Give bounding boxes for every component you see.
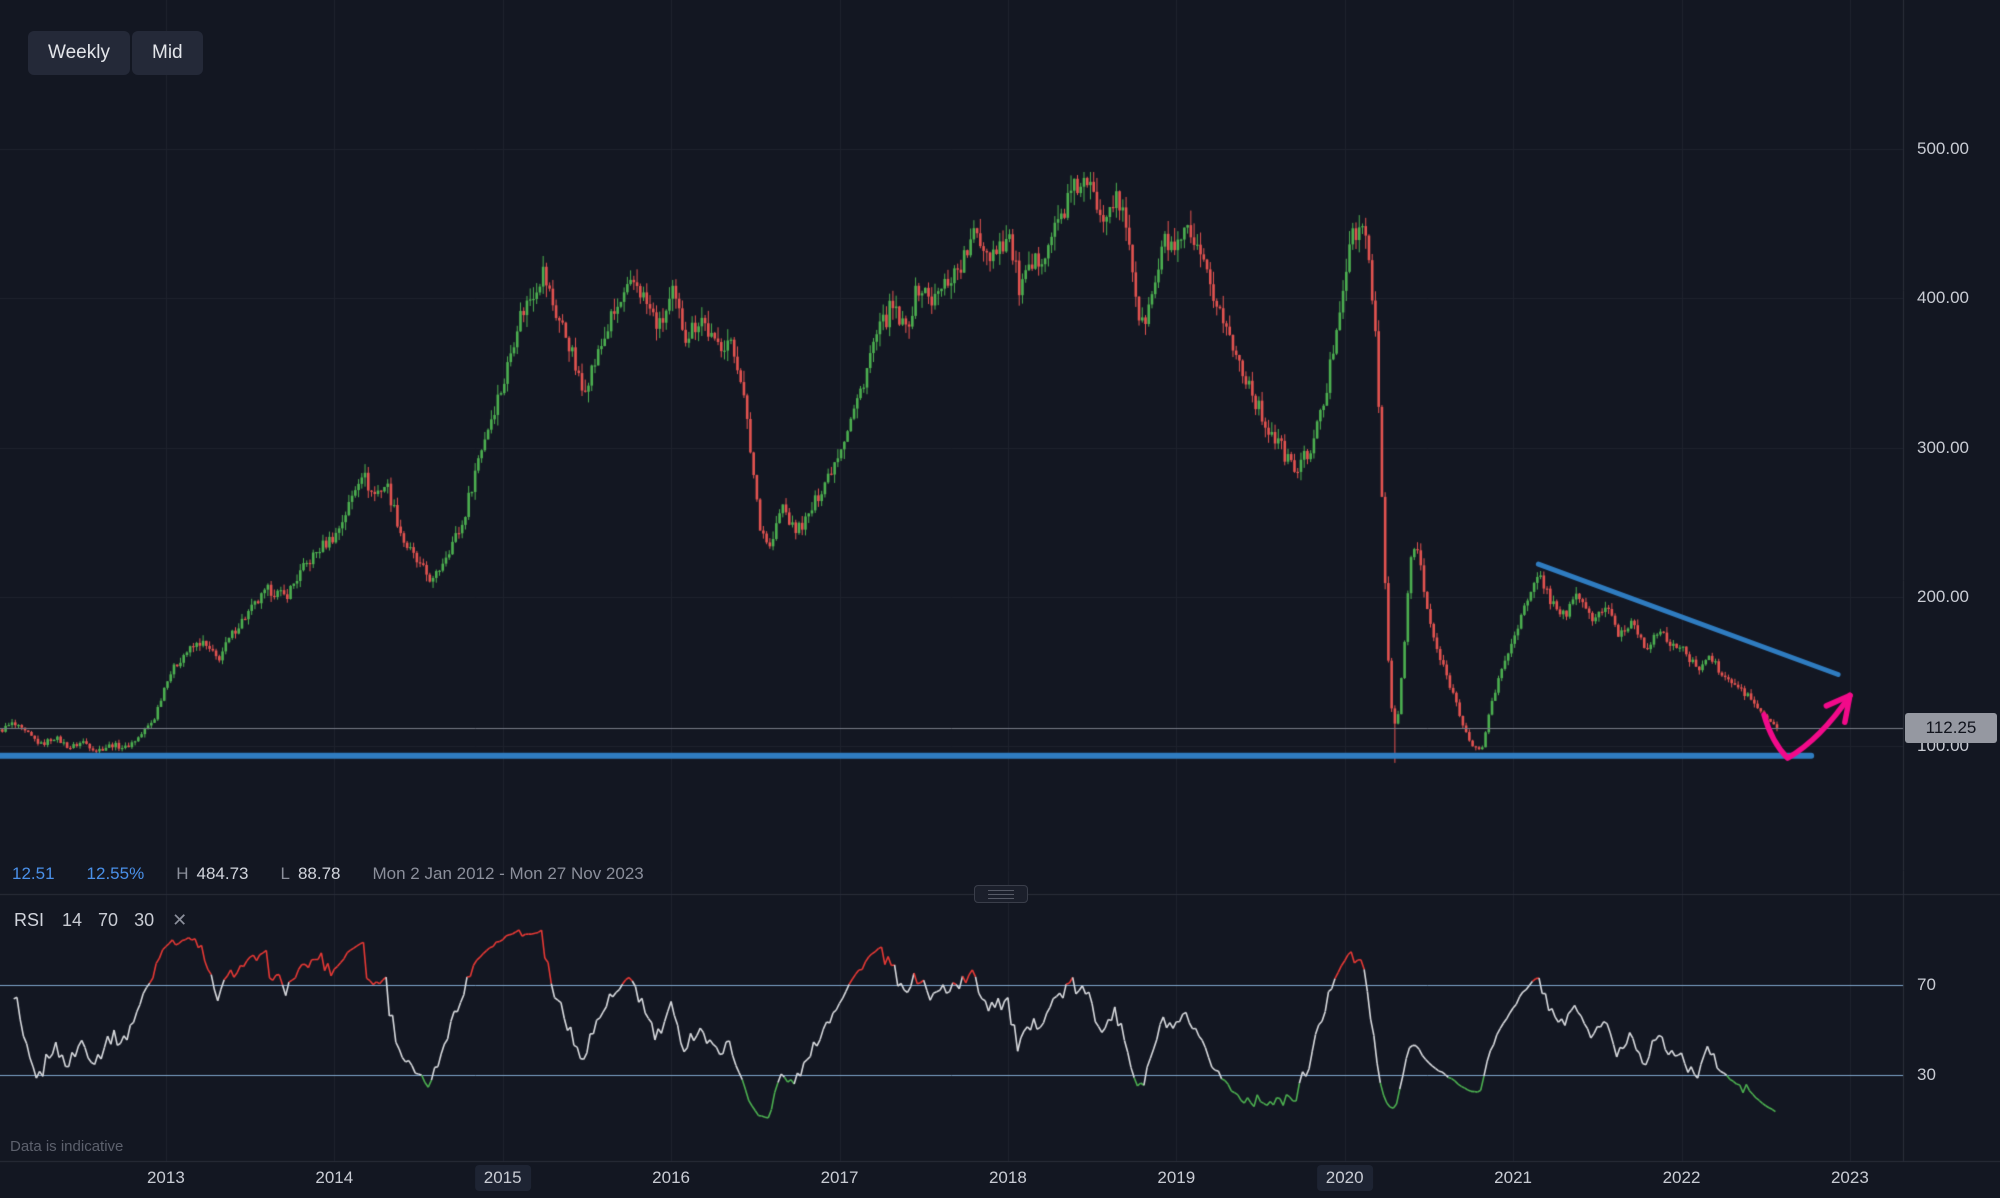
rsi-param-value: 14 <box>62 910 83 930</box>
change-percent: 12.55% <box>86 864 145 883</box>
time-axis-label: 2023 <box>1830 1168 1869 1187</box>
last-price-label: 112.25 <box>1905 713 1997 743</box>
time-axis-label: 2021 <box>1494 1168 1533 1187</box>
price-axis-label: 500.00 <box>1917 139 1969 159</box>
rsi-axis-label: 30 <box>1917 1065 1936 1085</box>
rsi-axis-label: 70 <box>1917 974 1936 994</box>
time-axis-label: 2019 <box>1157 1168 1196 1187</box>
rsi-param-value: 70 <box>98 910 119 930</box>
time-axis-label: 2014 <box>315 1168 354 1187</box>
time-axis-label: 2016 <box>652 1168 691 1187</box>
time-axis-label: 2018 <box>988 1168 1027 1187</box>
rsi-header: RSI 14 70 30 ✕ <box>14 910 187 931</box>
price-axis-label: 300.00 <box>1917 437 1969 457</box>
price-source-mid-button[interactable]: Mid <box>132 31 203 75</box>
low-label: L <box>280 864 290 883</box>
time-axis-label: 2022 <box>1662 1168 1701 1187</box>
disclaimer-text: Data is indicative <box>10 1138 124 1155</box>
interval-weekly-button[interactable]: Weekly <box>28 31 130 75</box>
rsi-param-value: 30 <box>134 910 155 930</box>
low-pair: L 88.78 <box>281 864 341 884</box>
rsi-title: RSI <box>14 910 45 930</box>
pane-divider-handle[interactable] <box>974 885 1028 903</box>
chart-info-bar: 12.51 12.55% H 484.73 L 88.78 Mon 2 Jan … <box>12 864 644 884</box>
price-axis-label: 200.00 <box>1917 586 1969 606</box>
price-axis-label: 400.00 <box>1917 288 1969 308</box>
rsi-params: 14 70 30 <box>62 910 154 931</box>
high-pair: H 484.73 <box>176 864 248 884</box>
time-axis-label: 2020 <box>1316 1165 1373 1191</box>
high-value: 484.73 <box>196 864 249 883</box>
rsi-close-icon[interactable]: ✕ <box>172 910 188 930</box>
price-axis[interactable]: 500.00 400.00 300.00 200.00 100.00 70 30 <box>1903 0 2000 1161</box>
low-value: 88.78 <box>297 864 341 883</box>
time-axis-label: 2015 <box>474 1165 531 1191</box>
divider-grip-lines <box>988 893 1014 895</box>
time-axis[interactable]: 2013 2014 2015 2016 2017 2018 2019 2020 2021 2022… <box>0 1161 2000 1198</box>
change-value: 12.51 <box>12 864 55 883</box>
time-axis-label: 2017 <box>820 1168 859 1187</box>
date-range-text: Mon 2 Jan 2012 - Mon 27 Nov 2023 <box>372 864 644 883</box>
time-axis-label: 2013 <box>146 1168 185 1187</box>
high-label: H <box>176 864 189 883</box>
